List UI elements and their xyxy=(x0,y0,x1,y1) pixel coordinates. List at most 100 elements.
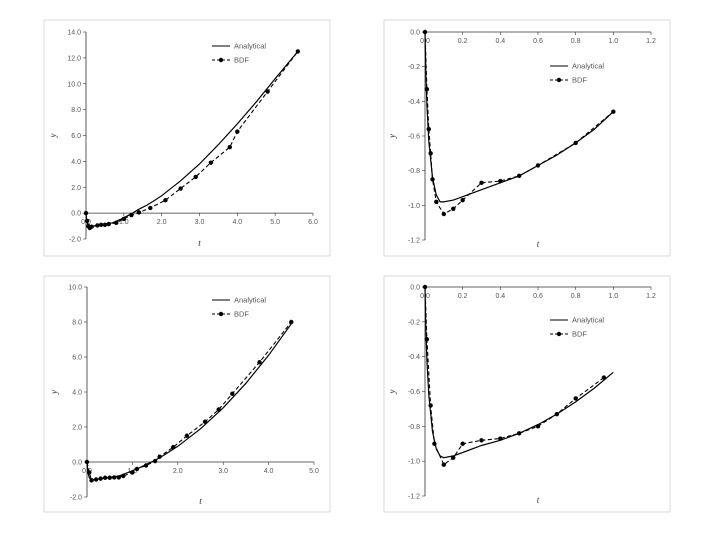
legend-marker xyxy=(218,311,224,317)
data-point xyxy=(265,89,270,94)
y-tick-label: 4.0 xyxy=(71,159,81,166)
data-point xyxy=(289,319,294,325)
x-axis-label: t xyxy=(537,495,540,505)
x-tick-label: 1.0 xyxy=(119,219,129,226)
data-point xyxy=(114,220,119,226)
y-tick-label: -0.8 xyxy=(408,168,420,175)
data-point xyxy=(112,475,117,480)
data-point xyxy=(148,205,153,211)
chart-panel-3: -2.00.02.04.06.08.010.00.01.02.03.04.05.… xyxy=(43,275,331,513)
data-point xyxy=(479,180,484,185)
y-tick-label: 0.0 xyxy=(72,460,82,467)
data-point xyxy=(121,473,126,479)
legend-marker xyxy=(556,331,562,337)
data-point xyxy=(424,87,430,92)
legend-label-analytical: Analytical xyxy=(234,296,266,305)
y-tick-label: -0.6 xyxy=(408,389,420,396)
data-point xyxy=(143,463,149,468)
legend-label-bdf: BDF xyxy=(234,310,249,319)
data-point xyxy=(121,216,127,222)
y-tick-label: -2.0 xyxy=(69,237,81,244)
series-line-bdf xyxy=(85,51,299,229)
x-tick-label: 2.0 xyxy=(173,468,183,475)
y-axis-label: y xyxy=(387,134,397,139)
data-point xyxy=(89,224,94,229)
x-axis-label: t xyxy=(537,239,540,249)
y-tick-label: -1.2 xyxy=(408,494,420,501)
data-point xyxy=(516,431,522,436)
y-tick-label: 2.0 xyxy=(71,185,81,192)
chart-border xyxy=(43,19,331,257)
data-point xyxy=(193,174,198,180)
data-point xyxy=(554,411,560,417)
data-point xyxy=(573,396,578,401)
data-point xyxy=(430,177,435,182)
x-axis-label: t xyxy=(198,238,201,248)
legend-label-analytical: Analytical xyxy=(572,62,604,71)
x-tick-label: 6.0 xyxy=(308,219,318,226)
legend-label-bdf: BDF xyxy=(572,330,587,339)
chart-border xyxy=(383,275,671,513)
data-point xyxy=(134,466,140,472)
chart-panel-2: 0.0-0.2-0.4-0.6-0.8-1.0-1.20.0 0.2 0.4 0.6 0… xyxy=(383,19,671,257)
x-tick-label: 0.2 xyxy=(458,293,468,300)
x-tick-label: 4.0 xyxy=(264,468,274,475)
y-tick-label: 8.0 xyxy=(72,320,82,327)
data-point xyxy=(451,455,456,460)
y-tick-label: -2.0 xyxy=(70,495,82,502)
x-tick-label: 0.8 xyxy=(571,38,581,45)
data-point xyxy=(202,419,208,424)
series-line-bdf xyxy=(424,31,614,215)
series-line-bdf xyxy=(86,321,292,482)
x-tick-label: 1.0 xyxy=(608,293,618,300)
y-tick-label: 0.0 xyxy=(71,211,81,218)
y-tick-label: -0.4 xyxy=(408,354,420,361)
y-tick-label: -1.2 xyxy=(408,238,420,245)
y-tick-label: -0.2 xyxy=(408,64,420,71)
data-point xyxy=(235,129,240,134)
x-tick-label: 0.4 xyxy=(495,38,505,45)
y-axis-label: y xyxy=(48,134,58,139)
y-tick-label: 6.0 xyxy=(71,133,81,140)
x-tick-label: 0.0 xyxy=(82,468,92,475)
data-point xyxy=(460,441,465,446)
x-tick-label: 0.8 xyxy=(571,293,581,300)
legend-label-analytical: Analytical xyxy=(572,316,604,325)
x-tick-label: 3.0 xyxy=(195,219,205,226)
data-point xyxy=(460,197,465,203)
data-point xyxy=(171,444,176,450)
y-tick-label: 12.0 xyxy=(67,55,81,62)
data-point xyxy=(601,375,607,380)
data-point xyxy=(535,163,541,168)
data-point xyxy=(498,178,503,184)
data-point xyxy=(152,458,158,464)
y-tick-label: 2.0 xyxy=(72,425,82,432)
data-point xyxy=(441,462,447,467)
series-line-bdf xyxy=(424,286,605,466)
data-point xyxy=(98,476,103,481)
data-point xyxy=(611,109,616,114)
chart-border xyxy=(383,19,671,257)
series-line-analytical xyxy=(85,51,299,227)
x-tick-label: 3.0 xyxy=(218,468,228,475)
x-tick-label: 5.0 xyxy=(309,468,319,475)
chart-border xyxy=(43,275,331,513)
data-point xyxy=(116,475,121,480)
data-point xyxy=(129,212,134,218)
y-tick-label: 6.0 xyxy=(72,355,82,362)
data-point xyxy=(422,29,428,35)
data-point xyxy=(432,441,437,446)
data-point xyxy=(428,403,433,408)
data-point xyxy=(95,223,100,228)
data-point xyxy=(83,210,89,216)
series-line-analytical xyxy=(424,31,614,203)
data-point xyxy=(434,199,439,205)
y-tick-label: 14.0 xyxy=(67,30,81,37)
data-point xyxy=(426,126,431,132)
legend-label-bdf: BDF xyxy=(234,56,249,65)
data-point xyxy=(230,391,235,396)
data-point xyxy=(87,470,92,475)
data-point xyxy=(184,433,190,438)
